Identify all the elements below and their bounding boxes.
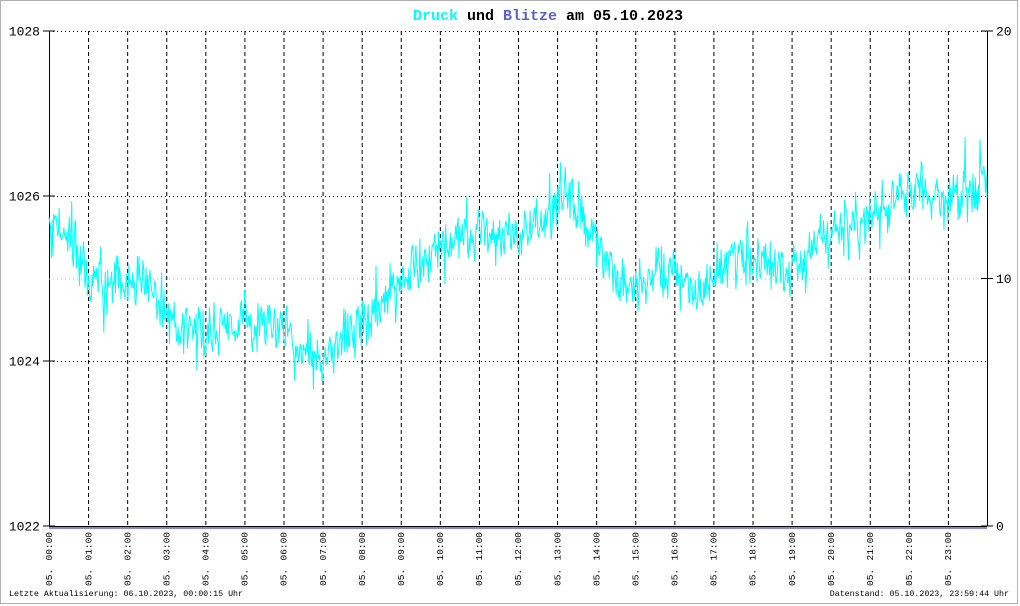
svg-text:15:00: 15:00 bbox=[630, 532, 641, 561]
svg-text:1028: 1028 bbox=[9, 25, 40, 40]
svg-text:07:00: 07:00 bbox=[318, 532, 329, 561]
svg-text:05.: 05. bbox=[279, 569, 290, 586]
svg-text:05.: 05. bbox=[748, 569, 759, 586]
svg-text:08:00: 08:00 bbox=[357, 532, 368, 561]
svg-text:05.: 05. bbox=[161, 569, 172, 586]
svg-text:13:00: 13:00 bbox=[552, 532, 563, 561]
svg-text:05.: 05. bbox=[318, 569, 329, 586]
svg-text:21:00: 21:00 bbox=[865, 532, 876, 561]
svg-text:1024: 1024 bbox=[9, 355, 40, 370]
svg-text:19:00: 19:00 bbox=[787, 532, 798, 561]
svg-text:01:00: 01:00 bbox=[83, 532, 94, 561]
svg-text:05.: 05. bbox=[670, 569, 681, 586]
svg-text:03:00: 03:00 bbox=[161, 532, 172, 561]
svg-text:05.: 05. bbox=[201, 569, 212, 586]
svg-text:00:00: 00:00 bbox=[44, 532, 55, 561]
svg-text:22:00: 22:00 bbox=[904, 532, 915, 561]
svg-text:05.: 05. bbox=[630, 569, 641, 586]
svg-text:12:00: 12:00 bbox=[513, 532, 524, 561]
svg-text:16:00: 16:00 bbox=[670, 532, 681, 561]
svg-text:05.: 05. bbox=[122, 569, 133, 586]
svg-text:10: 10 bbox=[996, 272, 1012, 287]
svg-text:05.: 05. bbox=[865, 569, 876, 586]
svg-text:05.: 05. bbox=[357, 569, 368, 586]
svg-text:05.: 05. bbox=[787, 569, 798, 586]
svg-text:05.: 05. bbox=[591, 569, 602, 586]
svg-text:0: 0 bbox=[996, 520, 1004, 535]
svg-text:05.: 05. bbox=[240, 569, 251, 586]
svg-text:05.: 05. bbox=[474, 569, 485, 586]
svg-text:20: 20 bbox=[996, 25, 1012, 40]
svg-text:05.: 05. bbox=[396, 569, 407, 586]
svg-text:20:00: 20:00 bbox=[826, 532, 837, 561]
svg-text:17:00: 17:00 bbox=[709, 532, 720, 561]
svg-text:06:00: 06:00 bbox=[279, 532, 290, 561]
svg-text:05.: 05. bbox=[904, 569, 915, 586]
svg-text:1026: 1026 bbox=[9, 190, 40, 205]
svg-text:02:00: 02:00 bbox=[122, 532, 133, 561]
svg-text:05.: 05. bbox=[552, 569, 563, 586]
svg-text:09:00: 09:00 bbox=[396, 532, 407, 561]
svg-text:05.: 05. bbox=[435, 569, 446, 586]
svg-text:05.: 05. bbox=[943, 569, 954, 586]
svg-text:04:00: 04:00 bbox=[201, 532, 212, 561]
svg-text:23:00: 23:00 bbox=[943, 532, 954, 561]
svg-text:05.: 05. bbox=[826, 569, 837, 586]
svg-text:11:00: 11:00 bbox=[474, 532, 485, 561]
svg-text:05.: 05. bbox=[709, 569, 720, 586]
svg-text:10:00: 10:00 bbox=[435, 532, 446, 561]
svg-text:05.: 05. bbox=[83, 569, 94, 586]
svg-text:05.: 05. bbox=[44, 569, 55, 586]
svg-text:05.: 05. bbox=[513, 569, 524, 586]
svg-text:05:00: 05:00 bbox=[240, 532, 251, 561]
svg-text:14:00: 14:00 bbox=[591, 532, 602, 561]
svg-text:18:00: 18:00 bbox=[748, 532, 759, 561]
svg-text:1022: 1022 bbox=[9, 520, 40, 535]
